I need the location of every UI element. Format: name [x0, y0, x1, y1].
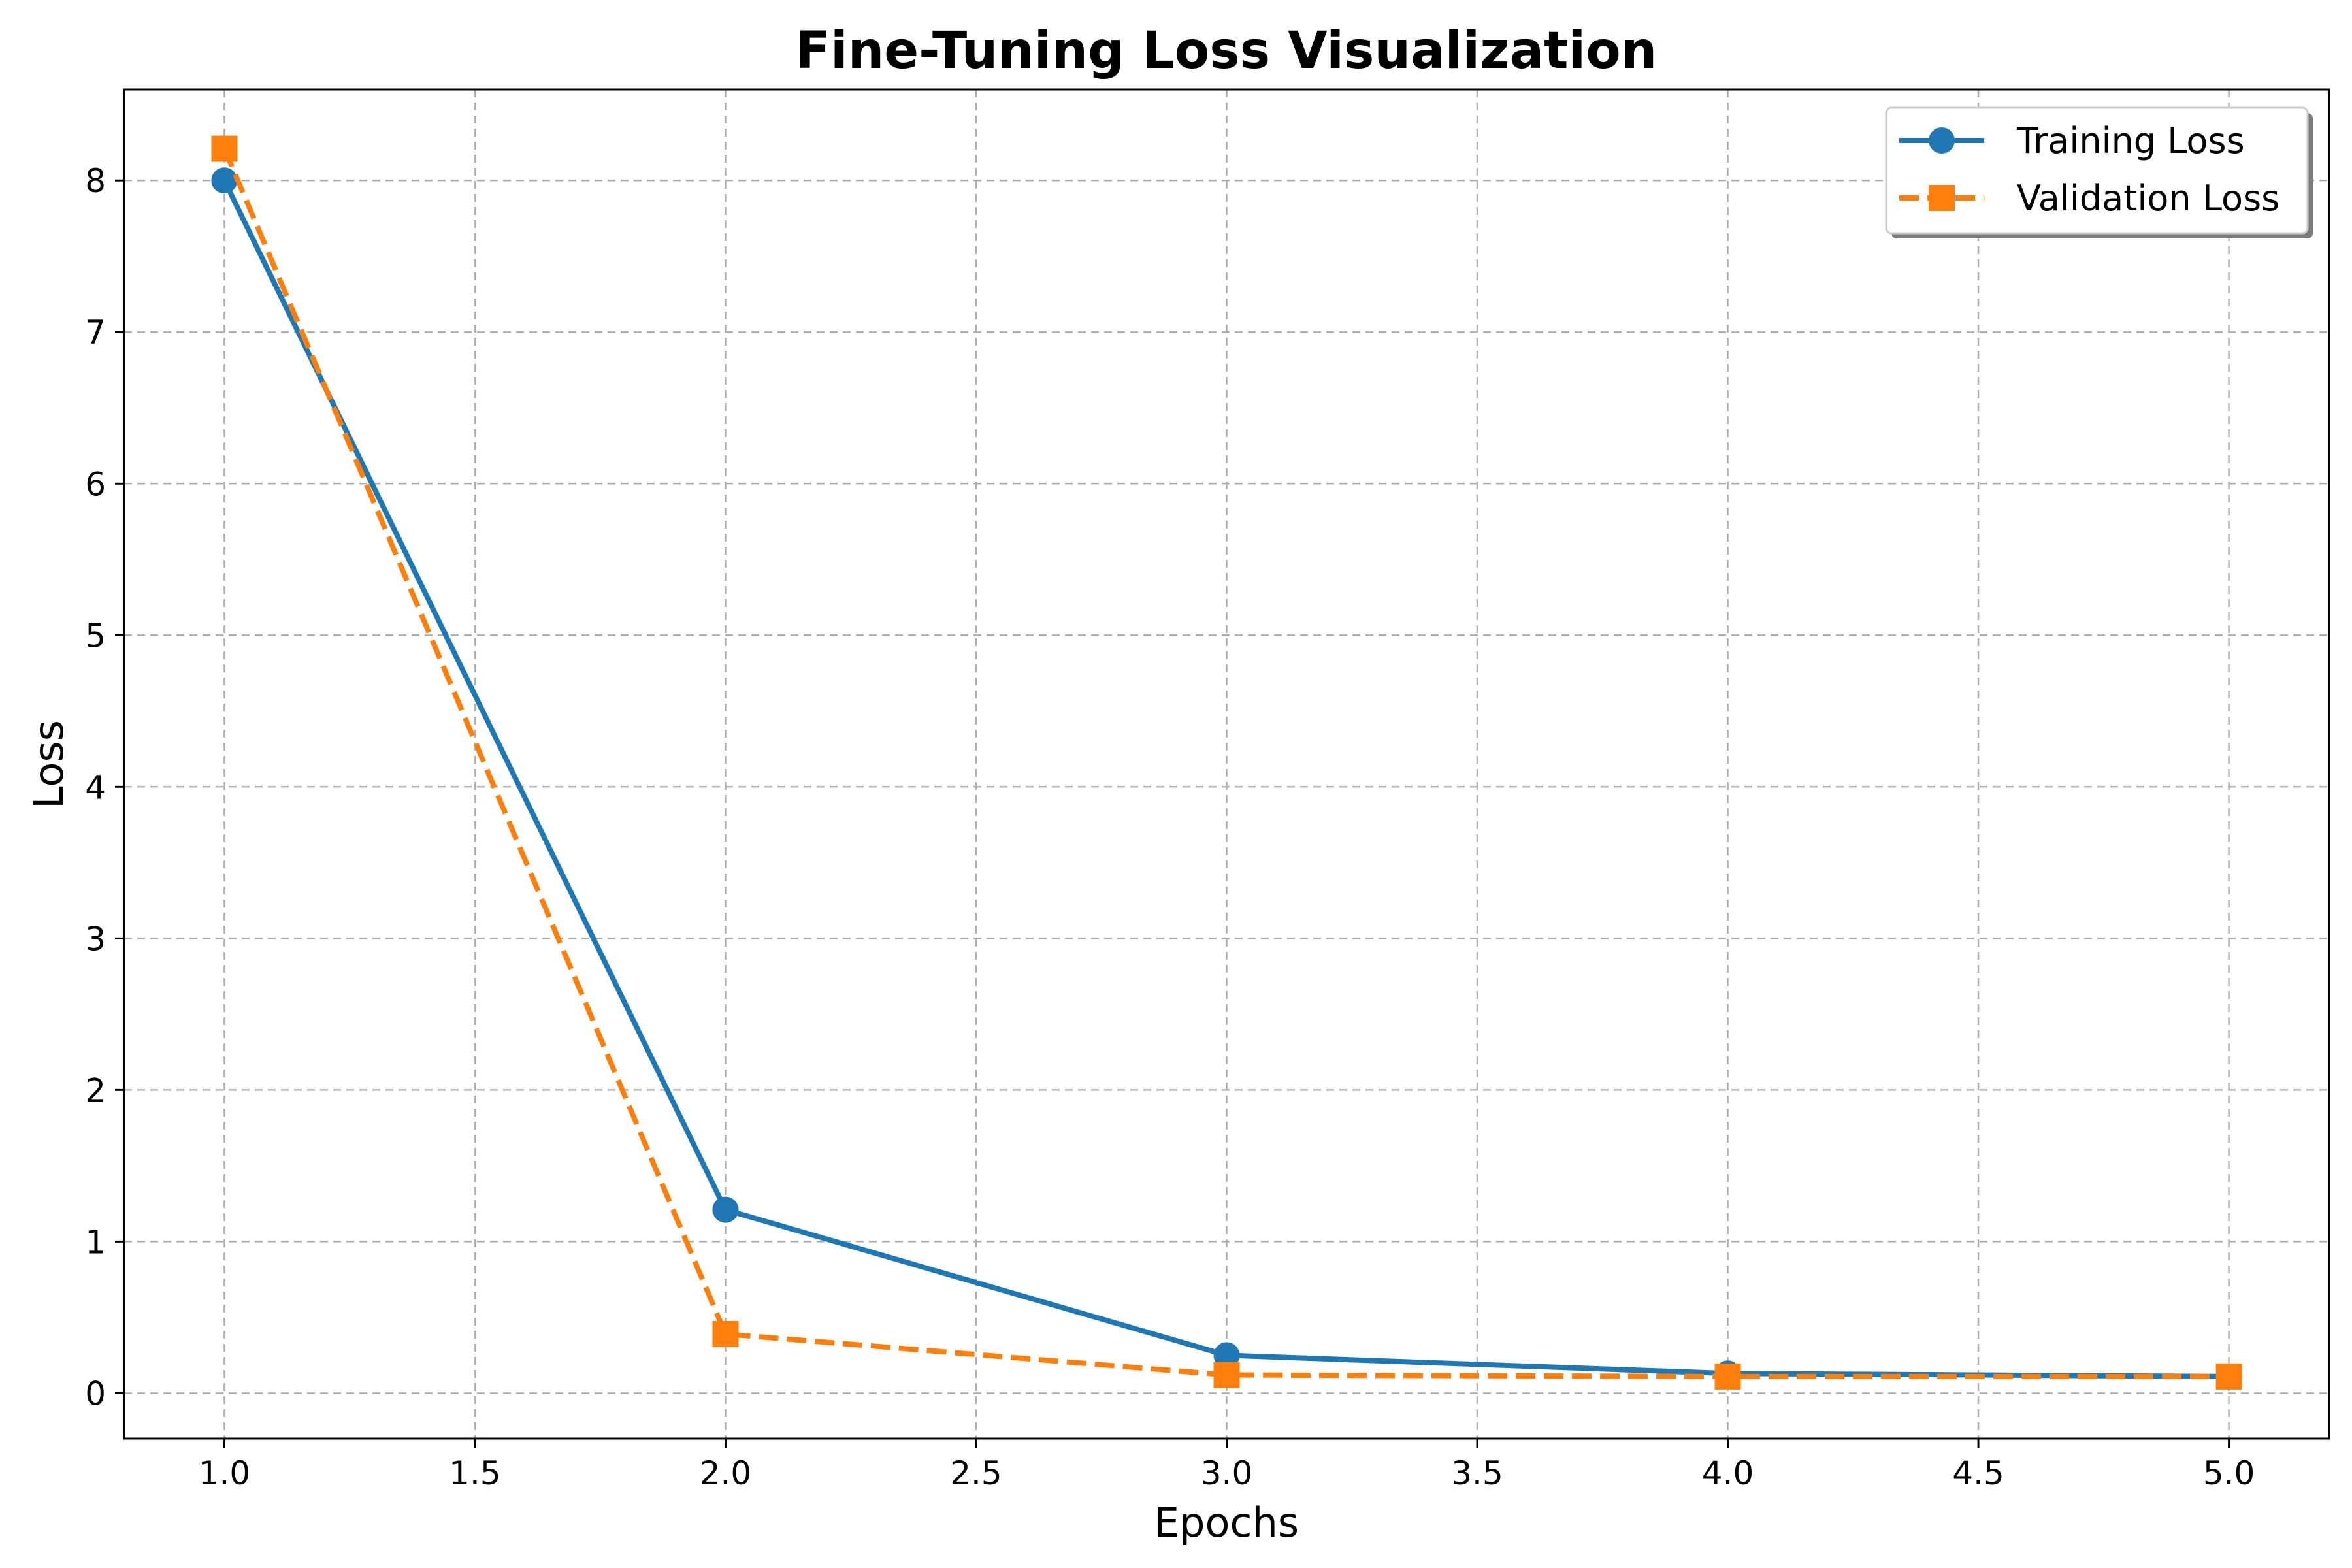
training-loss-point — [712, 1196, 739, 1223]
validation-loss-legend-label: Validation Loss — [2017, 178, 2279, 219]
x-tick-label: 3.5 — [1451, 1454, 1503, 1492]
training-loss-legend-label: Training Loss — [2016, 120, 2245, 161]
training-loss-legend-marker — [1929, 127, 1955, 154]
y-tick-label: 3 — [85, 920, 106, 958]
training-loss-point — [211, 167, 238, 194]
y-axis-ticks: 0 1 2 3 4 5 6 7 8 — [85, 162, 124, 1413]
grid — [124, 90, 2329, 1439]
x-tick-label: 4.0 — [1702, 1454, 1754, 1492]
legend: Training Loss Validation Loss — [1885, 106, 2313, 238]
validation-loss-legend-marker — [1929, 185, 1955, 211]
validation-loss-point — [712, 1320, 739, 1347]
legend-box — [1885, 106, 2309, 235]
y-tick-label: 7 — [85, 314, 106, 351]
y-tick-label: 8 — [85, 162, 106, 200]
x-axis-ticks: 1.0 1.5 2.0 2.5 3.0 3.5 4.0 4.5 5.0 — [199, 1439, 2255, 1492]
validation-loss-series — [211, 135, 2242, 1390]
x-tick-label: 2.0 — [700, 1454, 752, 1492]
y-axis-label: Loss — [25, 720, 73, 809]
y-tick-label: 5 — [85, 617, 106, 655]
chart-title: Fine-Tuning Loss Visualization — [796, 22, 1658, 80]
y-tick-label: 4 — [85, 768, 106, 806]
x-tick-label: 5.0 — [2203, 1454, 2255, 1492]
training-loss-line — [221, 179, 2229, 1379]
x-tick-label: 1.5 — [449, 1454, 501, 1492]
validation-loss-line — [221, 147, 2229, 1379]
x-tick-label: 1.0 — [199, 1454, 251, 1492]
x-axis-label: Epochs — [1154, 1499, 1299, 1546]
validation-loss-point — [1213, 1362, 1240, 1388]
y-tick-label: 1 — [85, 1223, 106, 1261]
training-loss-point — [1213, 1342, 1240, 1369]
validation-loss-point — [1714, 1363, 1741, 1390]
x-tick-label: 2.5 — [950, 1454, 1002, 1492]
x-tick-label: 3.0 — [1201, 1454, 1253, 1492]
y-tick-label: 6 — [85, 465, 106, 503]
validation-loss-point — [2215, 1363, 2242, 1390]
series-layer — [211, 135, 2242, 1390]
y-tick-label: 0 — [85, 1375, 106, 1413]
x-tick-label: 4.5 — [1952, 1454, 2004, 1492]
validation-loss-point — [211, 135, 238, 162]
y-tick-label: 2 — [85, 1071, 106, 1109]
